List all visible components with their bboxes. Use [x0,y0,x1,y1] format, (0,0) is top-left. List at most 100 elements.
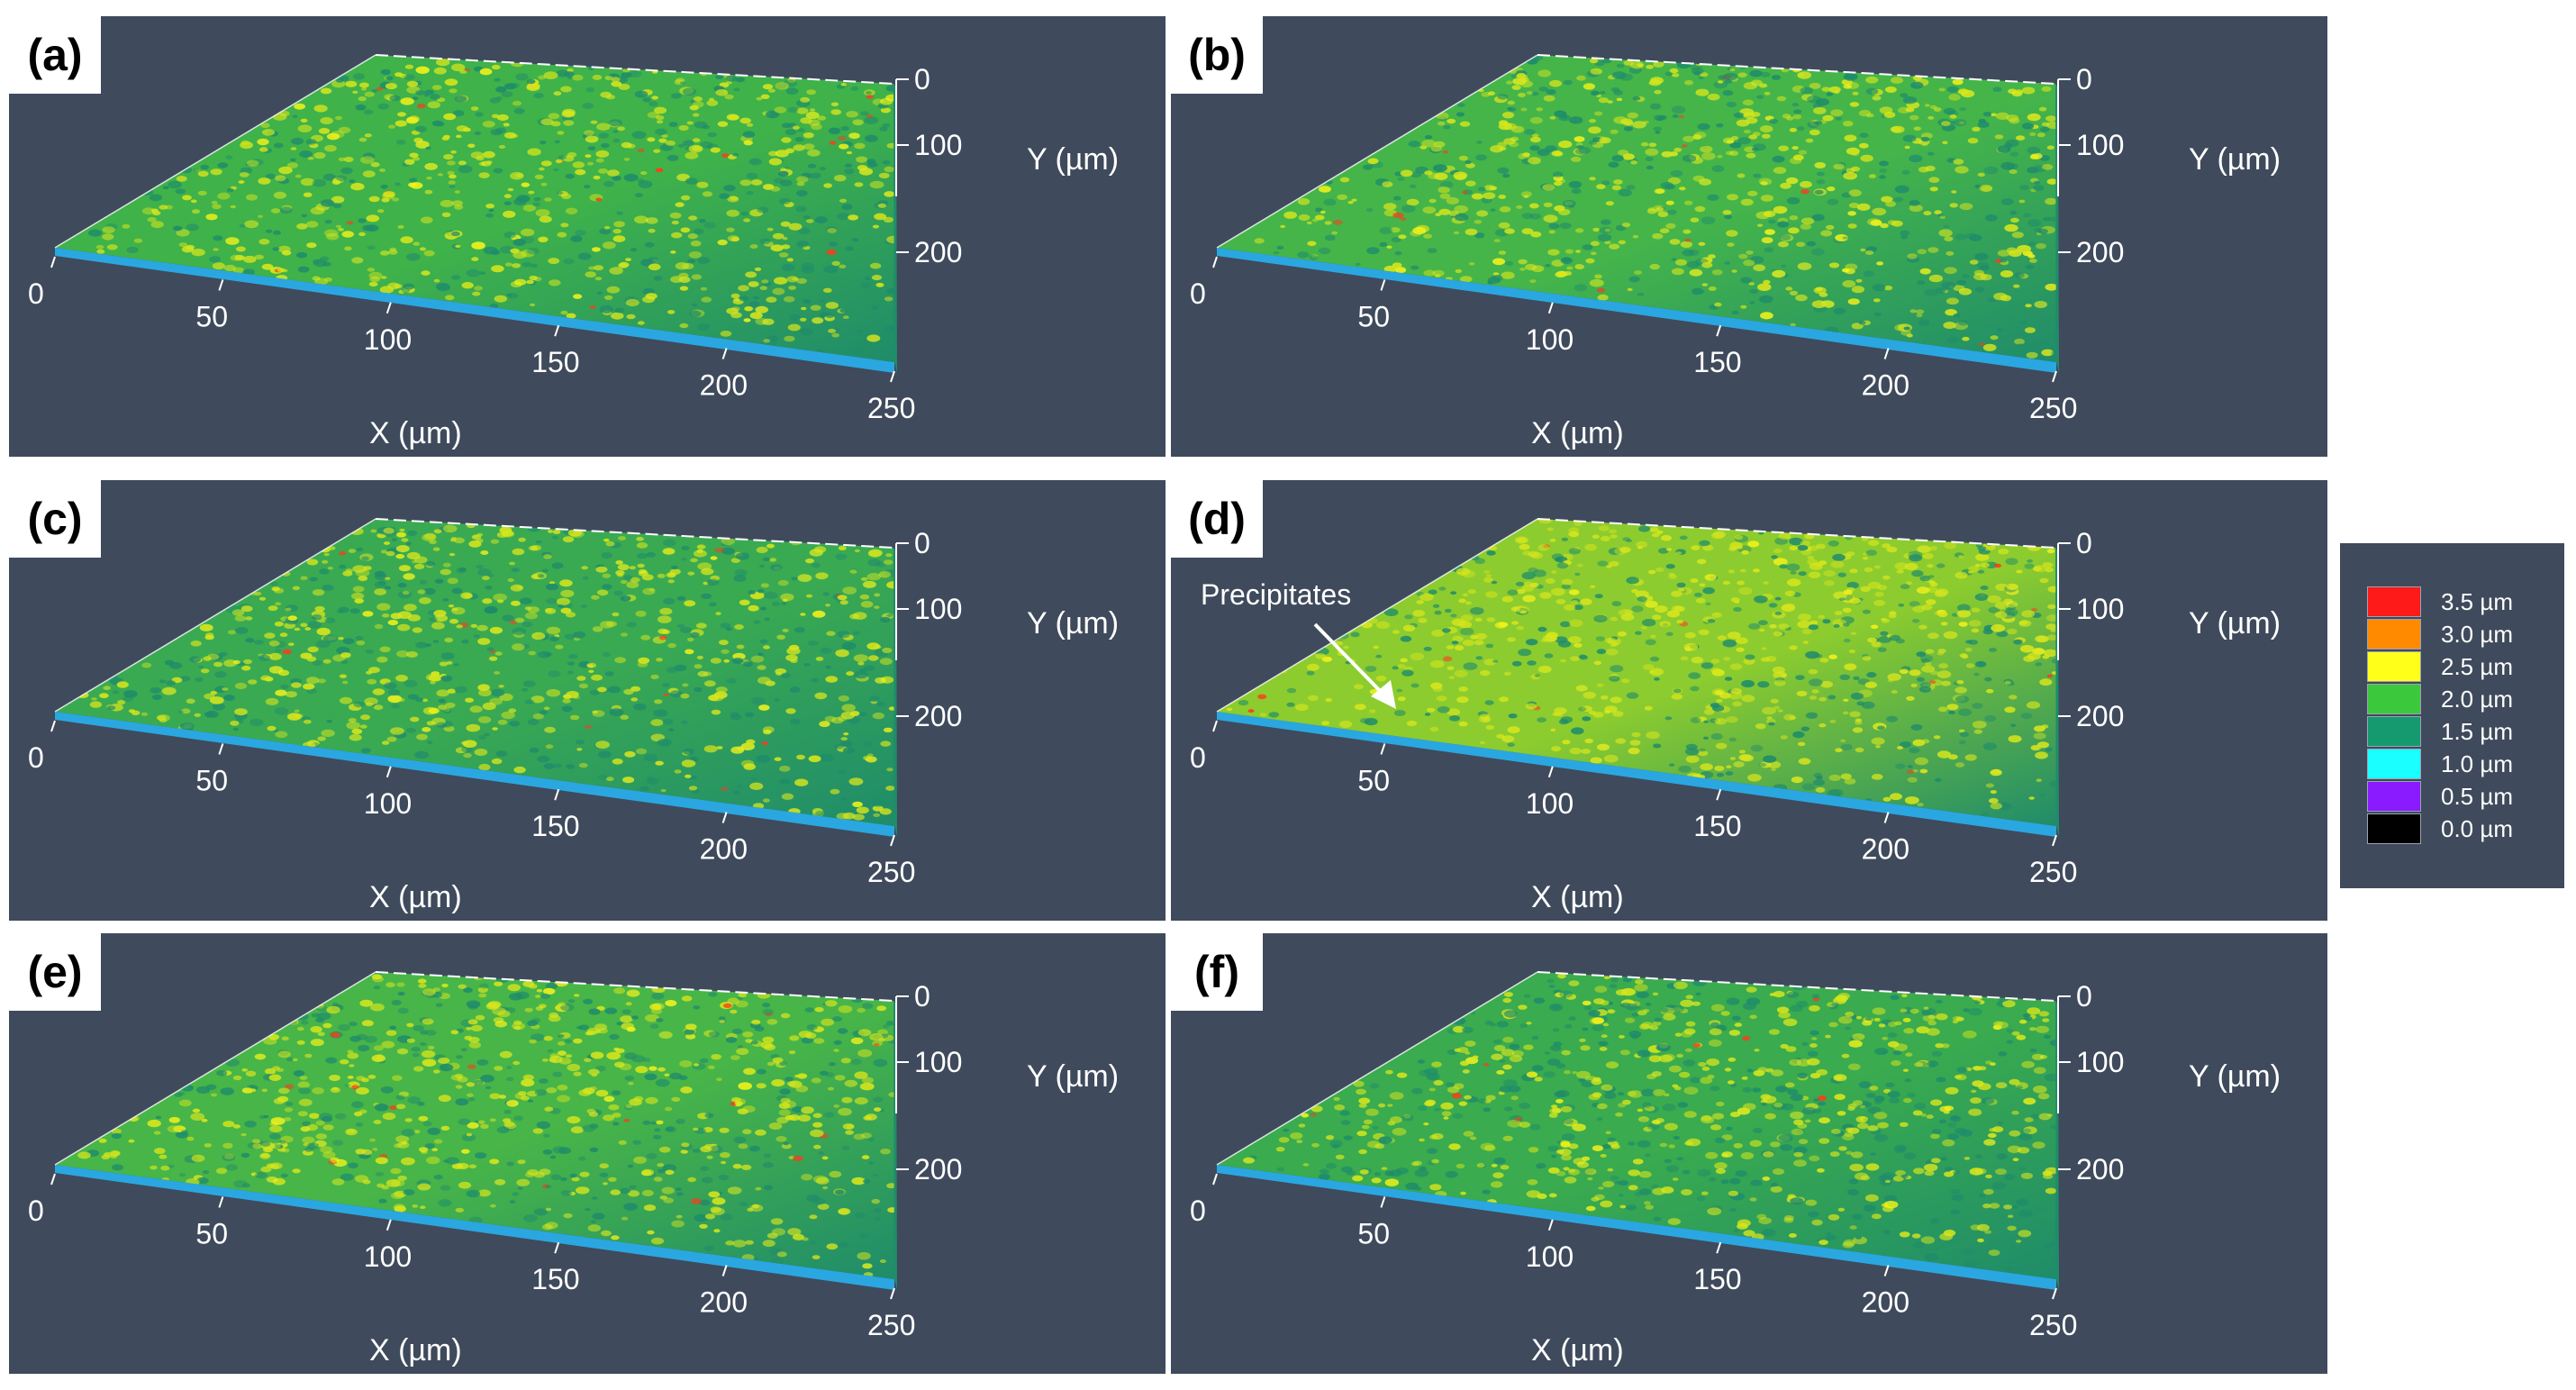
x-tick-label: 250 [2029,392,2077,424]
legend-swatch [2367,749,2421,779]
height-map-surface [1217,972,2056,1279]
x-tick-label: 150 [1693,346,1741,378]
x-tick-label: 100 [364,787,412,820]
legend-label: 0.0 µm [2441,815,2514,842]
x-tick-label: 150 [531,346,579,378]
y-tick-label: 100 [2076,593,2124,625]
x-tick-label: 250 [2029,856,2077,888]
y-tick-label: 200 [2076,236,2124,268]
x-tick-label: 150 [1693,810,1741,842]
surface-panel-b: 0 100 200 Y (µm) 0 50 100 150 200 250 X (µm) (b) [1171,16,2327,457]
x-tick-label: 200 [700,1286,748,1319]
x-axis-label: X (µm) [1531,416,1624,450]
x-tick-label: 0 [28,277,44,310]
x-tick-label: 150 [531,1263,579,1295]
x-axis-label: X (µm) [369,1333,462,1367]
x-tick-label: 100 [364,1240,412,1273]
x-axis-label: X (µm) [369,416,462,450]
surface-plot: 0 100 200 Y (µm) 0 50 100 150 200 250 X (µm) [28,971,1119,1367]
x-tick-label: 250 [867,392,915,424]
y-tick-label: 200 [914,700,962,732]
legend-swatch [2367,684,2421,714]
y-tick-label: 100 [914,593,962,625]
x-tick-label: 150 [1693,1263,1741,1295]
legend-entry: 2.0 µm [2367,684,2556,716]
surface-base-edge [1217,712,2056,837]
surface-plot: 0 100 200 Y (µm) 0 50 100 150 200 250 X (µm) [1190,971,2281,1367]
x-tick-label: 200 [700,369,748,402]
y-tick-label: 200 [2076,1153,2124,1186]
surface-panel-a: 0 100 200 Y (µm) 0 50 100 150 200 250 X (µm) (a) [9,16,1166,457]
x-tick-label: 50 [195,764,228,796]
legend-swatch [2367,813,2421,844]
y-tick-label: 100 [2076,129,2124,161]
surface-base-edge [55,1165,894,1290]
legend-entry: 3.0 µm [2367,619,2556,651]
x-tick-label: 0 [28,1195,44,1227]
legend-swatch [2367,586,2421,617]
surface-plot: 0 100 200 Y (µm) 0 50 100 150 200 250 X (µm) [1190,54,2281,450]
x-tick-label: 200 [1862,1286,1909,1319]
legend-label: 1.5 µm [2441,718,2514,745]
legend-entry: 3.5 µm [2367,586,2556,619]
surface-plot: 0 100 200 Y (µm) 0 50 100 150 200 250 X (µm) [28,54,1119,450]
legend-entry: 0.0 µm [2367,813,2556,846]
x-axis-label: X (µm) [1531,1333,1624,1367]
x-tick-label: 50 [1357,1217,1390,1249]
x-tick-label: 150 [531,810,579,842]
y-axis-label: Y (µm) [1027,1059,1119,1094]
legend-swatch [2367,619,2421,650]
height-map-surface [55,519,894,826]
x-tick-label: 0 [1190,1195,1206,1227]
y-tick-label: 200 [914,236,962,268]
y-tick-label: 100 [914,129,962,161]
surface-base-edge [55,248,894,373]
x-tick-label: 50 [195,300,228,332]
x-tick-label: 250 [867,1309,915,1341]
colorbar-legend: 3.5 µm 3.0 µm 2.5 µm 2.0 µm 1.5 µm 1.0 µm 0.5 … [2340,543,2564,888]
precipitates-annotation: Precipitates [1201,578,1351,611]
x-tick-label: 200 [1862,833,1909,866]
panel-label: (e) [9,933,101,1011]
legend-label: 3.0 µm [2441,621,2514,648]
panel-label: (c) [9,480,101,558]
surface-panel-f: 0 100 200 Y (µm) 0 50 100 150 200 250 X (µm) (f) [1171,933,2327,1374]
x-tick-label: 250 [867,856,915,888]
y-tick-label: 0 [914,980,930,1013]
legend-label: 2.0 µm [2441,686,2514,713]
y-tick-label: 200 [914,1153,962,1186]
y-tick-label: 0 [914,63,930,95]
x-tick-label: 250 [2029,1309,2077,1341]
legend-swatch [2367,716,2421,747]
legend-label: 0.5 µm [2441,783,2514,810]
legend-label: 3.5 µm [2441,588,2514,615]
surface-plot: 0 100 200 Y (µm) 0 50 100 150 200 250 X (µm) Precip… [1190,518,2281,914]
height-map-surface [55,55,894,362]
legend-swatch [2367,651,2421,682]
x-tick-label: 100 [364,323,412,356]
surface-base-edge [55,712,894,837]
legend-entry: 1.5 µm [2367,716,2556,749]
surface-panel-c: 0 100 200 Y (µm) 0 50 100 150 200 250 X (µm) (c) [9,480,1166,921]
x-tick-label: 0 [1190,741,1206,774]
x-axis-label: X (µm) [1531,880,1624,914]
x-tick-label: 0 [1190,277,1206,310]
y-axis-label: Y (µm) [2189,606,2281,640]
surface-plot: 0 100 200 Y (µm) 0 50 100 150 200 250 X (µm) [28,518,1119,914]
x-tick-label: 0 [28,741,44,774]
panel-label: (a) [9,16,101,94]
panel-label: (b) [1171,16,1263,94]
y-tick-label: 100 [2076,1046,2124,1078]
legend-entry: 1.0 µm [2367,749,2556,781]
surface-panel-d: 0 100 200 Y (µm) 0 50 100 150 200 250 X (µm) Precip… [1171,480,2327,921]
panel-label: (f) [1171,933,1263,1011]
y-tick-label: 0 [914,527,930,559]
y-axis-label: Y (µm) [1027,606,1119,640]
panel-label: (d) [1171,480,1263,558]
legend-swatch [2367,781,2421,812]
y-tick-label: 100 [914,1046,962,1078]
y-axis-label: Y (µm) [2189,1059,2281,1094]
x-tick-label: 50 [195,1217,228,1249]
legend-entry: 0.5 µm [2367,781,2556,813]
x-tick-label: 200 [700,833,748,866]
